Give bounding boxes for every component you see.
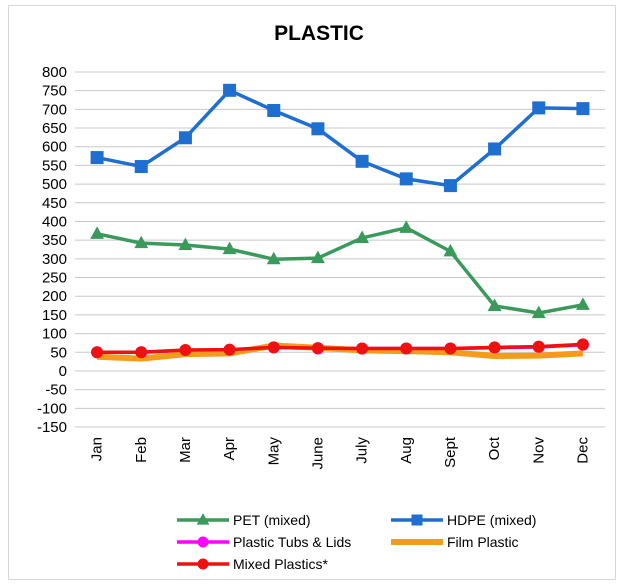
data-point [311, 342, 324, 355]
data-point [178, 131, 192, 145]
series-layer [90, 83, 590, 362]
data-point [399, 172, 413, 186]
data-point [134, 235, 149, 249]
x-tick-label: July [354, 437, 371, 464]
y-tick-label: 700 [42, 101, 67, 118]
y-tick-label: 800 [42, 64, 67, 81]
data-point [267, 103, 281, 117]
legend: PET (mixed) HDPE (mixed) Plastic Tubs & Li… [177, 512, 536, 572]
legend-item: PET (mixed) [177, 512, 311, 528]
x-tick-label: Nov [530, 437, 547, 464]
data-point [355, 154, 369, 168]
x-tick-label: June [309, 437, 326, 470]
x-tick-label: Jan [89, 437, 106, 461]
chart-frame: PLASTIC -150 -100 -50 0 50 100 150 200 250 300 350… [8, 5, 616, 580]
legend-label: Plastic Tubs & Lids [233, 534, 351, 550]
legend-item: HDPE (mixed) [391, 512, 536, 528]
y-tick-label: 450 [42, 195, 67, 212]
data-point [178, 237, 193, 251]
y-tick-label: -50 [45, 382, 67, 399]
legend-label: Mixed Plastics* [233, 556, 328, 572]
legend-item: Plastic Tubs & Lids [177, 534, 351, 550]
data-point [411, 514, 423, 526]
data-point [488, 341, 501, 354]
data-point [356, 342, 369, 355]
data-point [197, 558, 209, 570]
data-point [488, 142, 502, 156]
data-point [197, 536, 209, 548]
data-point [91, 346, 104, 359]
y-tick-label: 600 [42, 139, 67, 156]
x-tick-label: May [265, 437, 282, 466]
x-tick-label: Dec [574, 437, 591, 464]
y-tick-label: 150 [42, 307, 67, 324]
chart-title: PLASTIC [274, 22, 364, 45]
data-point [575, 297, 590, 310]
data-point [266, 251, 281, 265]
x-tick-label: Aug [398, 437, 415, 464]
data-point [90, 226, 105, 239]
data-point [134, 160, 148, 174]
y-tick-label: -100 [37, 400, 67, 417]
data-point [310, 250, 325, 264]
y-tick-label: 0 [59, 363, 67, 380]
legend-item: Mixed Plastics* [177, 556, 328, 572]
y-tick-label: 500 [42, 176, 67, 193]
y-tick-label: 650 [42, 120, 67, 137]
data-point [179, 344, 192, 357]
x-tick-label: Feb [133, 437, 150, 463]
x-tick-label: Sept [442, 436, 459, 468]
data-point [355, 230, 370, 243]
data-point [443, 243, 458, 257]
data-point [135, 346, 148, 359]
data-point [267, 341, 280, 354]
series-0 [90, 220, 590, 319]
gridlines [75, 71, 605, 428]
x-tick-label: Oct [486, 436, 503, 460]
x-tick-label: Mar [177, 437, 194, 463]
y-axis-ticks: -150-100-5005010015020025030035040045050… [37, 64, 67, 436]
y-tick-label: -150 [37, 419, 67, 436]
y-tick-label: 750 [42, 83, 67, 100]
data-point [196, 513, 210, 525]
x-tick-label: Apr [221, 437, 238, 460]
y-tick-label: 50 [50, 344, 67, 361]
series-line [97, 342, 584, 355]
data-point [222, 241, 237, 255]
y-tick-label: 250 [42, 270, 67, 287]
data-point [487, 298, 502, 311]
data-point [443, 179, 457, 193]
data-point [400, 342, 413, 355]
data-point [444, 342, 457, 355]
legend-label: Film Plastic [447, 534, 519, 550]
series-line [96, 88, 583, 188]
data-point [399, 220, 414, 233]
data-point [223, 343, 236, 356]
series-4 [91, 338, 589, 359]
data-point [223, 83, 237, 97]
data-point [90, 151, 104, 165]
y-tick-label: 300 [42, 251, 67, 268]
data-point [532, 101, 546, 115]
series-line [96, 226, 584, 315]
series-1 [90, 83, 590, 193]
y-tick-label: 400 [42, 213, 67, 230]
y-tick-label: 100 [42, 326, 67, 343]
y-tick-label: 200 [42, 288, 67, 305]
data-point [311, 122, 325, 136]
legend-label: PET (mixed) [233, 512, 311, 528]
data-point [576, 338, 589, 351]
y-tick-label: 350 [42, 232, 67, 249]
legend-label: HDPE (mixed) [447, 512, 536, 528]
y-tick-label: 550 [42, 157, 67, 174]
x-axis-ticks: Jan Feb Mar Apr May June July Aug Sept Oct Nov Dec [89, 436, 592, 469]
data-point [532, 340, 545, 353]
legend-item: Film Plastic [391, 534, 519, 550]
data-point [576, 102, 590, 116]
data-point [531, 305, 546, 319]
